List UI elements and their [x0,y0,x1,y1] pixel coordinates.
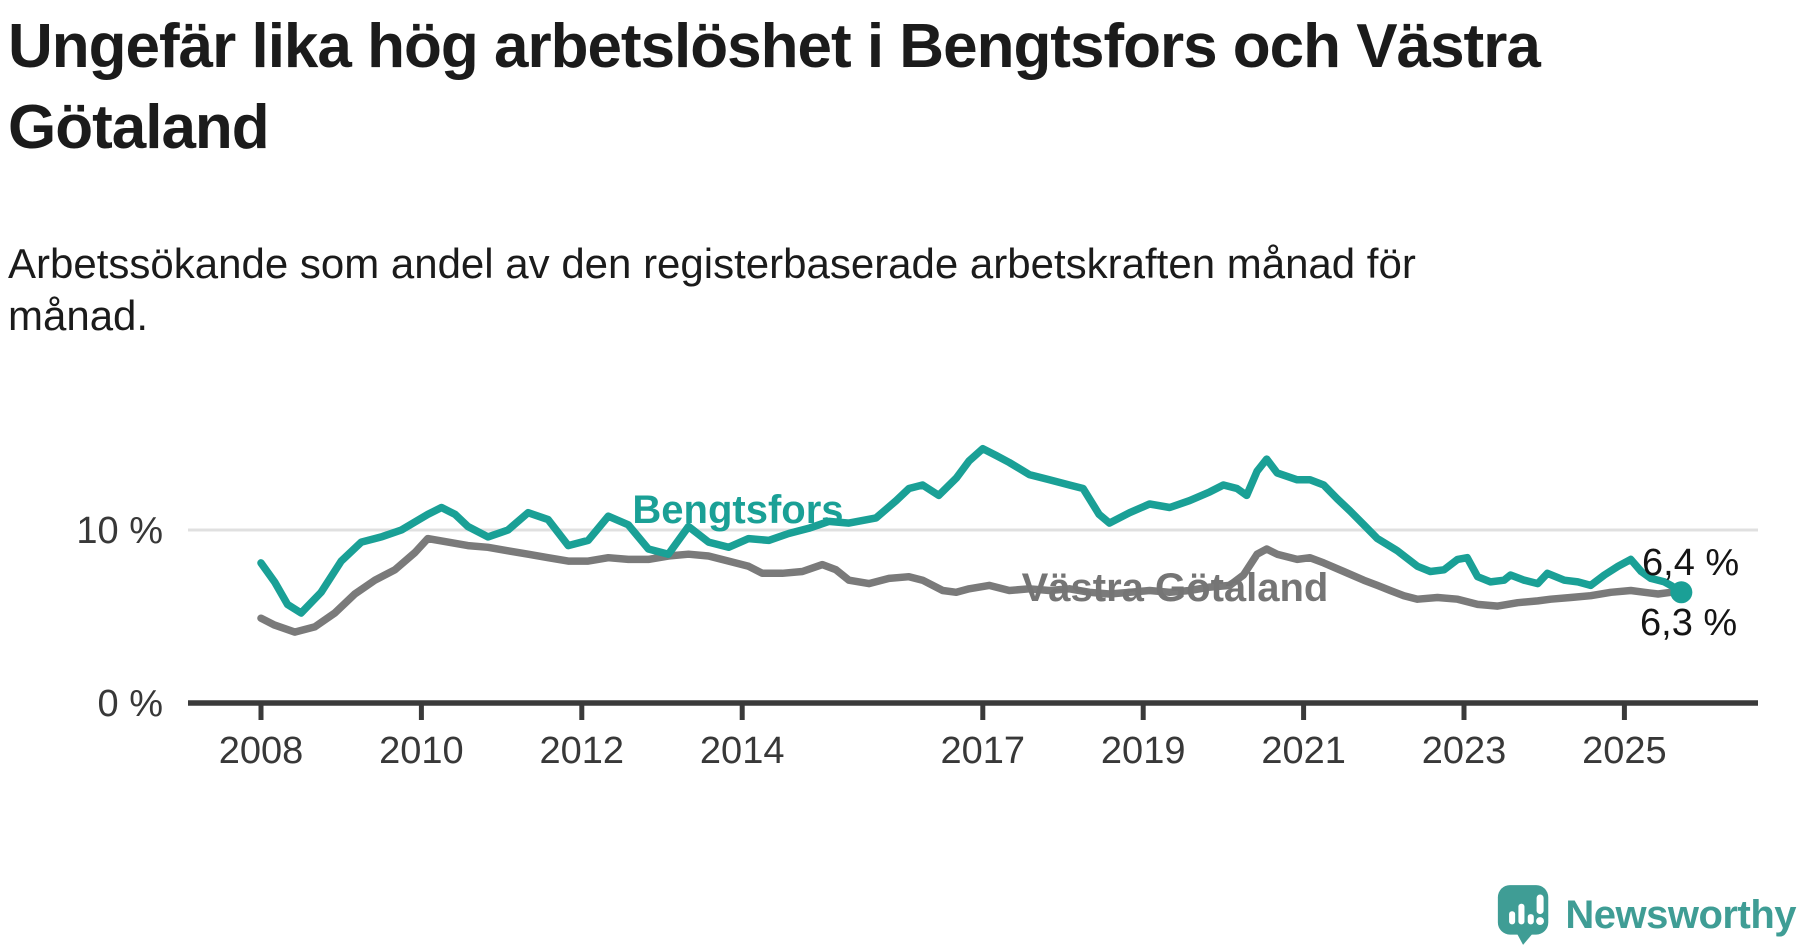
series-line-bengtsfors [257,444,1686,617]
x-tick-label-2008: 2008 [219,730,304,772]
x-tick-label-2017: 2017 [941,730,1026,772]
x-tick-label-2023: 2023 [1422,730,1507,772]
series-label-vastra-gotaland: Västra Götaland [1022,566,1329,610]
x-tick-label-2010: 2010 [379,730,464,772]
page-title: Ungefär lika hög arbetslöshet i Bengtsfo… [8,6,1728,168]
x-tick-label-2012: 2012 [540,730,625,772]
x-tick-label-2021: 2021 [1261,730,1346,772]
page-title-line-2: Götaland [8,93,270,162]
series-line-vastra-gotaland [257,534,1686,636]
chart-subtitle-line-1: Arbetssökande som andel av den registerb… [8,240,1416,287]
newsworthy-logo-icon [1498,885,1549,945]
chart-subtitle: Arbetssökande som andel av den registerb… [8,238,1708,342]
logo-bar-1 [1509,911,1516,925]
end-value-label-vastra-gotaland: 6,3 % [1640,602,1737,644]
y-axis-tick-label-0: 0 % [98,683,163,725]
newsworthy-logo-text: Newsworthy [1565,892,1796,937]
logo-exclamation-dot [1536,917,1545,925]
logo-bar-3 [1528,914,1535,925]
chart-plot-area: 2008 2010 2012 2014 2017 2019 2021 2023 2025 [188,444,1758,772]
x-tick-label-2019: 2019 [1101,730,1186,772]
x-tick-label-2025: 2025 [1582,730,1667,772]
logo-bubble-tail [1516,932,1534,945]
x-tick-label-2014: 2014 [700,730,785,772]
page-title-line-1: Ungefär lika hög arbetslöshet i Bengtsfo… [8,12,1541,81]
chart-subtitle-line-2: månad. [8,292,149,339]
end-point-dot [1670,581,1693,604]
end-value-label-bengtsfors: 6,4 % [1642,542,1739,584]
newsworthy-logo: Newsworthy [1496,884,1796,946]
y-axis-tick-label-10: 10 % [76,510,163,552]
logo-exclamation-bar [1536,894,1544,915]
logo-bar-2 [1518,903,1525,925]
series-label-bengtsfors: Bengtsfors [632,488,843,532]
